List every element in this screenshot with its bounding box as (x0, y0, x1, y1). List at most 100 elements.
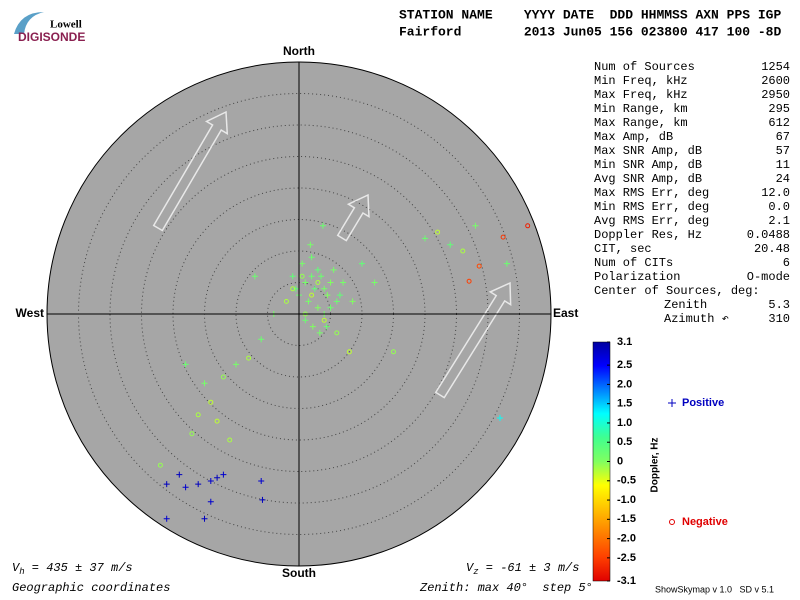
source-point (201, 515, 208, 522)
stat-label: Avg SNR Amp, dB (594, 172, 702, 186)
stat-value: 295 (768, 102, 790, 116)
stat-value: 6 (783, 256, 790, 270)
source-point (189, 431, 195, 437)
stat-label: Avg RMS Err, deg (594, 214, 709, 228)
colorbar-tick-label: 2.0 (617, 378, 632, 390)
source-point (334, 330, 340, 336)
colorbar-tick-label: 0 (617, 455, 623, 467)
stat-value: 5.3 (768, 298, 790, 312)
source-point (246, 355, 252, 361)
source-point (305, 298, 312, 305)
drift-arrow (434, 281, 512, 399)
stat-label: Azimuth ↶ (664, 312, 729, 326)
stat-value: 12.0 (761, 186, 790, 200)
source-point (314, 266, 321, 273)
source-point (435, 229, 441, 235)
source-point (525, 223, 531, 229)
source-point (220, 374, 226, 380)
source-point (314, 304, 321, 311)
source-point (233, 361, 239, 368)
stat-label: Min RMS Err, deg (594, 200, 709, 214)
source-point (318, 273, 325, 280)
zenith-label: Zenith: max 40° step 5° (419, 581, 593, 595)
stat-label: Num of Sources (594, 60, 695, 74)
source-point (227, 437, 233, 443)
source-point (220, 471, 227, 478)
source-point (258, 477, 265, 484)
source-point (327, 304, 334, 311)
source-point (302, 279, 309, 286)
stat-value: 0.0488 (747, 228, 790, 242)
source-point (346, 349, 352, 355)
source-point (195, 481, 202, 488)
stat-value: 2600 (761, 74, 790, 88)
source-point (466, 278, 472, 284)
source-point (163, 481, 170, 488)
stat-value: 67 (776, 130, 790, 144)
drift-arrow (336, 193, 370, 242)
stat-value: 11 (776, 158, 790, 172)
colorbar-tick-label: -1.0 (617, 494, 636, 506)
source-point (349, 298, 356, 305)
vz-label: Vz = -61 ± 3 m/s (466, 561, 579, 577)
logo-top: Lowell (50, 19, 82, 31)
source-point (283, 298, 289, 304)
colorbar-tick-label: 2.5 (617, 359, 632, 371)
source-point (472, 222, 479, 229)
colorbar-tick-label: 1.5 (617, 398, 632, 410)
source-point (324, 292, 331, 299)
logo-bottom: DIGISONDE (18, 30, 85, 44)
stat-label: Max Amp, dB (594, 130, 673, 144)
stat-label: CIT, sec (594, 242, 652, 256)
source-point (299, 260, 306, 267)
source-point (163, 515, 170, 522)
logo-swoosh (14, 12, 44, 34)
source-point (195, 412, 201, 418)
stat-label: Center of Sources, deg: (594, 284, 760, 298)
legend-marker (669, 519, 675, 525)
source-point (214, 474, 221, 481)
source-point (327, 279, 334, 286)
colorbar-tick-label: 0.5 (617, 436, 632, 448)
stat-label: Doppler Res, Hz (594, 228, 702, 242)
source-point (503, 260, 510, 267)
source-point (176, 471, 183, 478)
version-label: ShowSkymap v 1.0 SD v 5.1 (655, 584, 774, 594)
source-point (323, 323, 330, 330)
colorbar-tick-label: 1.0 (617, 417, 632, 429)
source-point (207, 498, 214, 505)
stat-value: 612 (768, 116, 790, 130)
stat-value: 20.48 (754, 242, 790, 256)
stat-value: 1254 (761, 60, 790, 74)
header-row: Fairford 2013 Jun05 156 023800 417 100 -… (399, 24, 781, 39)
source-point (308, 273, 315, 280)
source-point (308, 254, 315, 261)
west-label: West (16, 306, 44, 320)
colorbar-tick-label: 3.1 (617, 336, 632, 348)
stat-value: O-mode (747, 270, 790, 284)
source-point (447, 241, 454, 248)
colorbar-title: Doppler, Hz (650, 437, 661, 492)
source-point (496, 414, 503, 421)
coords-label: Geographic coordinates (12, 581, 170, 595)
source-point (259, 496, 266, 503)
stat-label: Zenith (664, 298, 707, 312)
legend-marker (668, 399, 676, 407)
header-row: STATION NAME YYYY DATE DDD HHMMSS AXN PP… (399, 7, 781, 22)
stat-label: Min Range, km (594, 102, 688, 116)
source-point (476, 263, 482, 269)
source-point (319, 222, 326, 229)
source-point (321, 285, 328, 292)
source-point (290, 286, 296, 292)
source-point (157, 462, 163, 468)
source-point (201, 380, 208, 387)
south-label: South (282, 566, 316, 580)
source-point (422, 235, 428, 242)
stat-value: 310 (768, 312, 790, 326)
source-point (289, 273, 296, 280)
source-point (251, 273, 258, 280)
colorbar-tick-label: -1.5 (617, 513, 636, 525)
source-point (315, 280, 321, 285)
stat-value: 24 (776, 172, 790, 186)
